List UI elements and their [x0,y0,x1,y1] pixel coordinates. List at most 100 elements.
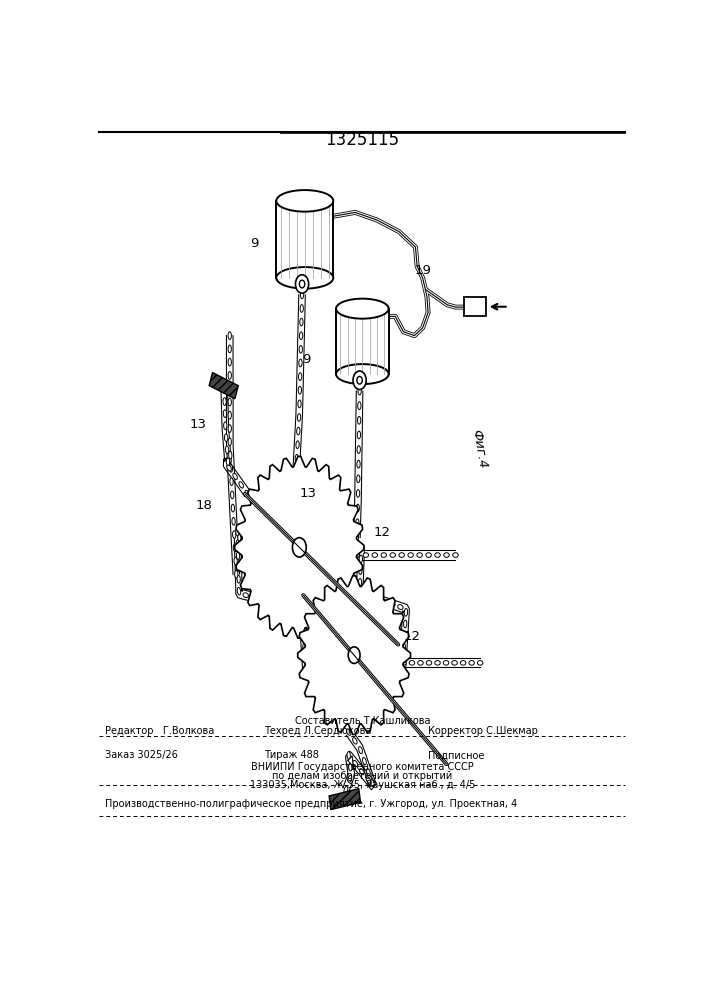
Ellipse shape [426,661,432,665]
Circle shape [293,538,306,557]
Ellipse shape [233,544,237,552]
Polygon shape [329,789,361,810]
Ellipse shape [297,427,300,435]
Text: Подписное: Подписное [428,750,484,760]
Ellipse shape [366,769,370,776]
Ellipse shape [268,599,274,604]
Text: Фиг.4: Фиг.4 [469,428,489,470]
Ellipse shape [233,531,236,538]
Ellipse shape [444,553,449,557]
Ellipse shape [477,661,483,665]
Ellipse shape [346,729,351,735]
Ellipse shape [399,553,404,557]
Ellipse shape [408,553,414,557]
Ellipse shape [230,491,234,499]
Ellipse shape [381,553,387,557]
Ellipse shape [228,385,231,393]
Ellipse shape [223,386,226,393]
Text: 133035,Москва, Ж-35, Раушская наб., д. 4/5: 133035,Москва, Ж-35, Раушская наб., д. 4… [250,780,475,790]
Ellipse shape [226,458,230,466]
Ellipse shape [276,190,333,212]
Text: 1325115: 1325115 [325,131,399,149]
Ellipse shape [409,661,415,665]
Ellipse shape [300,291,304,299]
Ellipse shape [233,473,238,480]
Text: 9: 9 [302,353,310,366]
Ellipse shape [298,386,301,394]
Ellipse shape [401,667,404,674]
Ellipse shape [300,318,303,326]
Ellipse shape [344,786,348,793]
Ellipse shape [353,760,358,767]
Ellipse shape [426,553,431,557]
Polygon shape [464,297,486,316]
Ellipse shape [227,465,231,471]
Ellipse shape [358,387,361,395]
Ellipse shape [293,495,296,503]
Ellipse shape [276,267,333,289]
Polygon shape [298,576,411,734]
Ellipse shape [354,553,360,557]
Ellipse shape [237,575,240,583]
Ellipse shape [460,661,466,665]
Ellipse shape [237,564,240,571]
Ellipse shape [296,454,298,462]
Ellipse shape [223,398,226,405]
Ellipse shape [363,553,368,557]
Ellipse shape [304,667,308,674]
Ellipse shape [228,345,231,353]
Ellipse shape [402,655,404,663]
Text: 12: 12 [373,526,390,539]
Text: 18: 18 [195,499,212,512]
Text: Составитель Т.Кашликова: Составитель Т.Кашликова [295,716,430,726]
Ellipse shape [404,608,408,616]
Ellipse shape [234,557,238,565]
Ellipse shape [300,332,303,340]
Ellipse shape [230,478,233,485]
Text: 13: 13 [299,487,316,500]
Text: 12: 12 [404,630,421,643]
Ellipse shape [353,738,357,744]
Circle shape [353,371,366,389]
Ellipse shape [236,552,240,559]
Ellipse shape [239,482,243,488]
Ellipse shape [360,544,363,551]
Ellipse shape [443,661,449,665]
Ellipse shape [355,533,358,541]
Ellipse shape [299,359,302,367]
Circle shape [349,647,360,663]
Ellipse shape [336,299,389,319]
Ellipse shape [302,631,305,639]
Ellipse shape [228,438,231,446]
Text: Корректор С.Шекмар: Корректор С.Шекмар [428,726,538,736]
Ellipse shape [259,597,265,602]
Ellipse shape [382,599,387,604]
Circle shape [305,586,404,724]
Polygon shape [336,309,389,374]
Ellipse shape [243,593,248,598]
Ellipse shape [417,553,422,557]
Ellipse shape [358,747,363,754]
Ellipse shape [398,605,403,609]
Circle shape [296,275,309,293]
Ellipse shape [356,519,359,527]
Ellipse shape [228,358,231,366]
Ellipse shape [356,490,360,497]
Polygon shape [235,457,364,638]
Ellipse shape [223,410,227,417]
Ellipse shape [228,398,231,406]
Ellipse shape [401,661,406,665]
Text: ВНИИПИ Государственного комитета СССР: ВНИИПИ Государственного комитета СССР [251,762,474,772]
Ellipse shape [403,632,406,639]
Ellipse shape [452,661,457,665]
Ellipse shape [357,446,361,453]
Ellipse shape [228,451,232,459]
Ellipse shape [293,482,297,489]
Ellipse shape [356,475,360,483]
Circle shape [242,466,357,628]
Ellipse shape [226,446,229,454]
Ellipse shape [296,441,299,449]
Ellipse shape [231,504,235,512]
Ellipse shape [358,402,361,410]
Ellipse shape [235,570,238,578]
